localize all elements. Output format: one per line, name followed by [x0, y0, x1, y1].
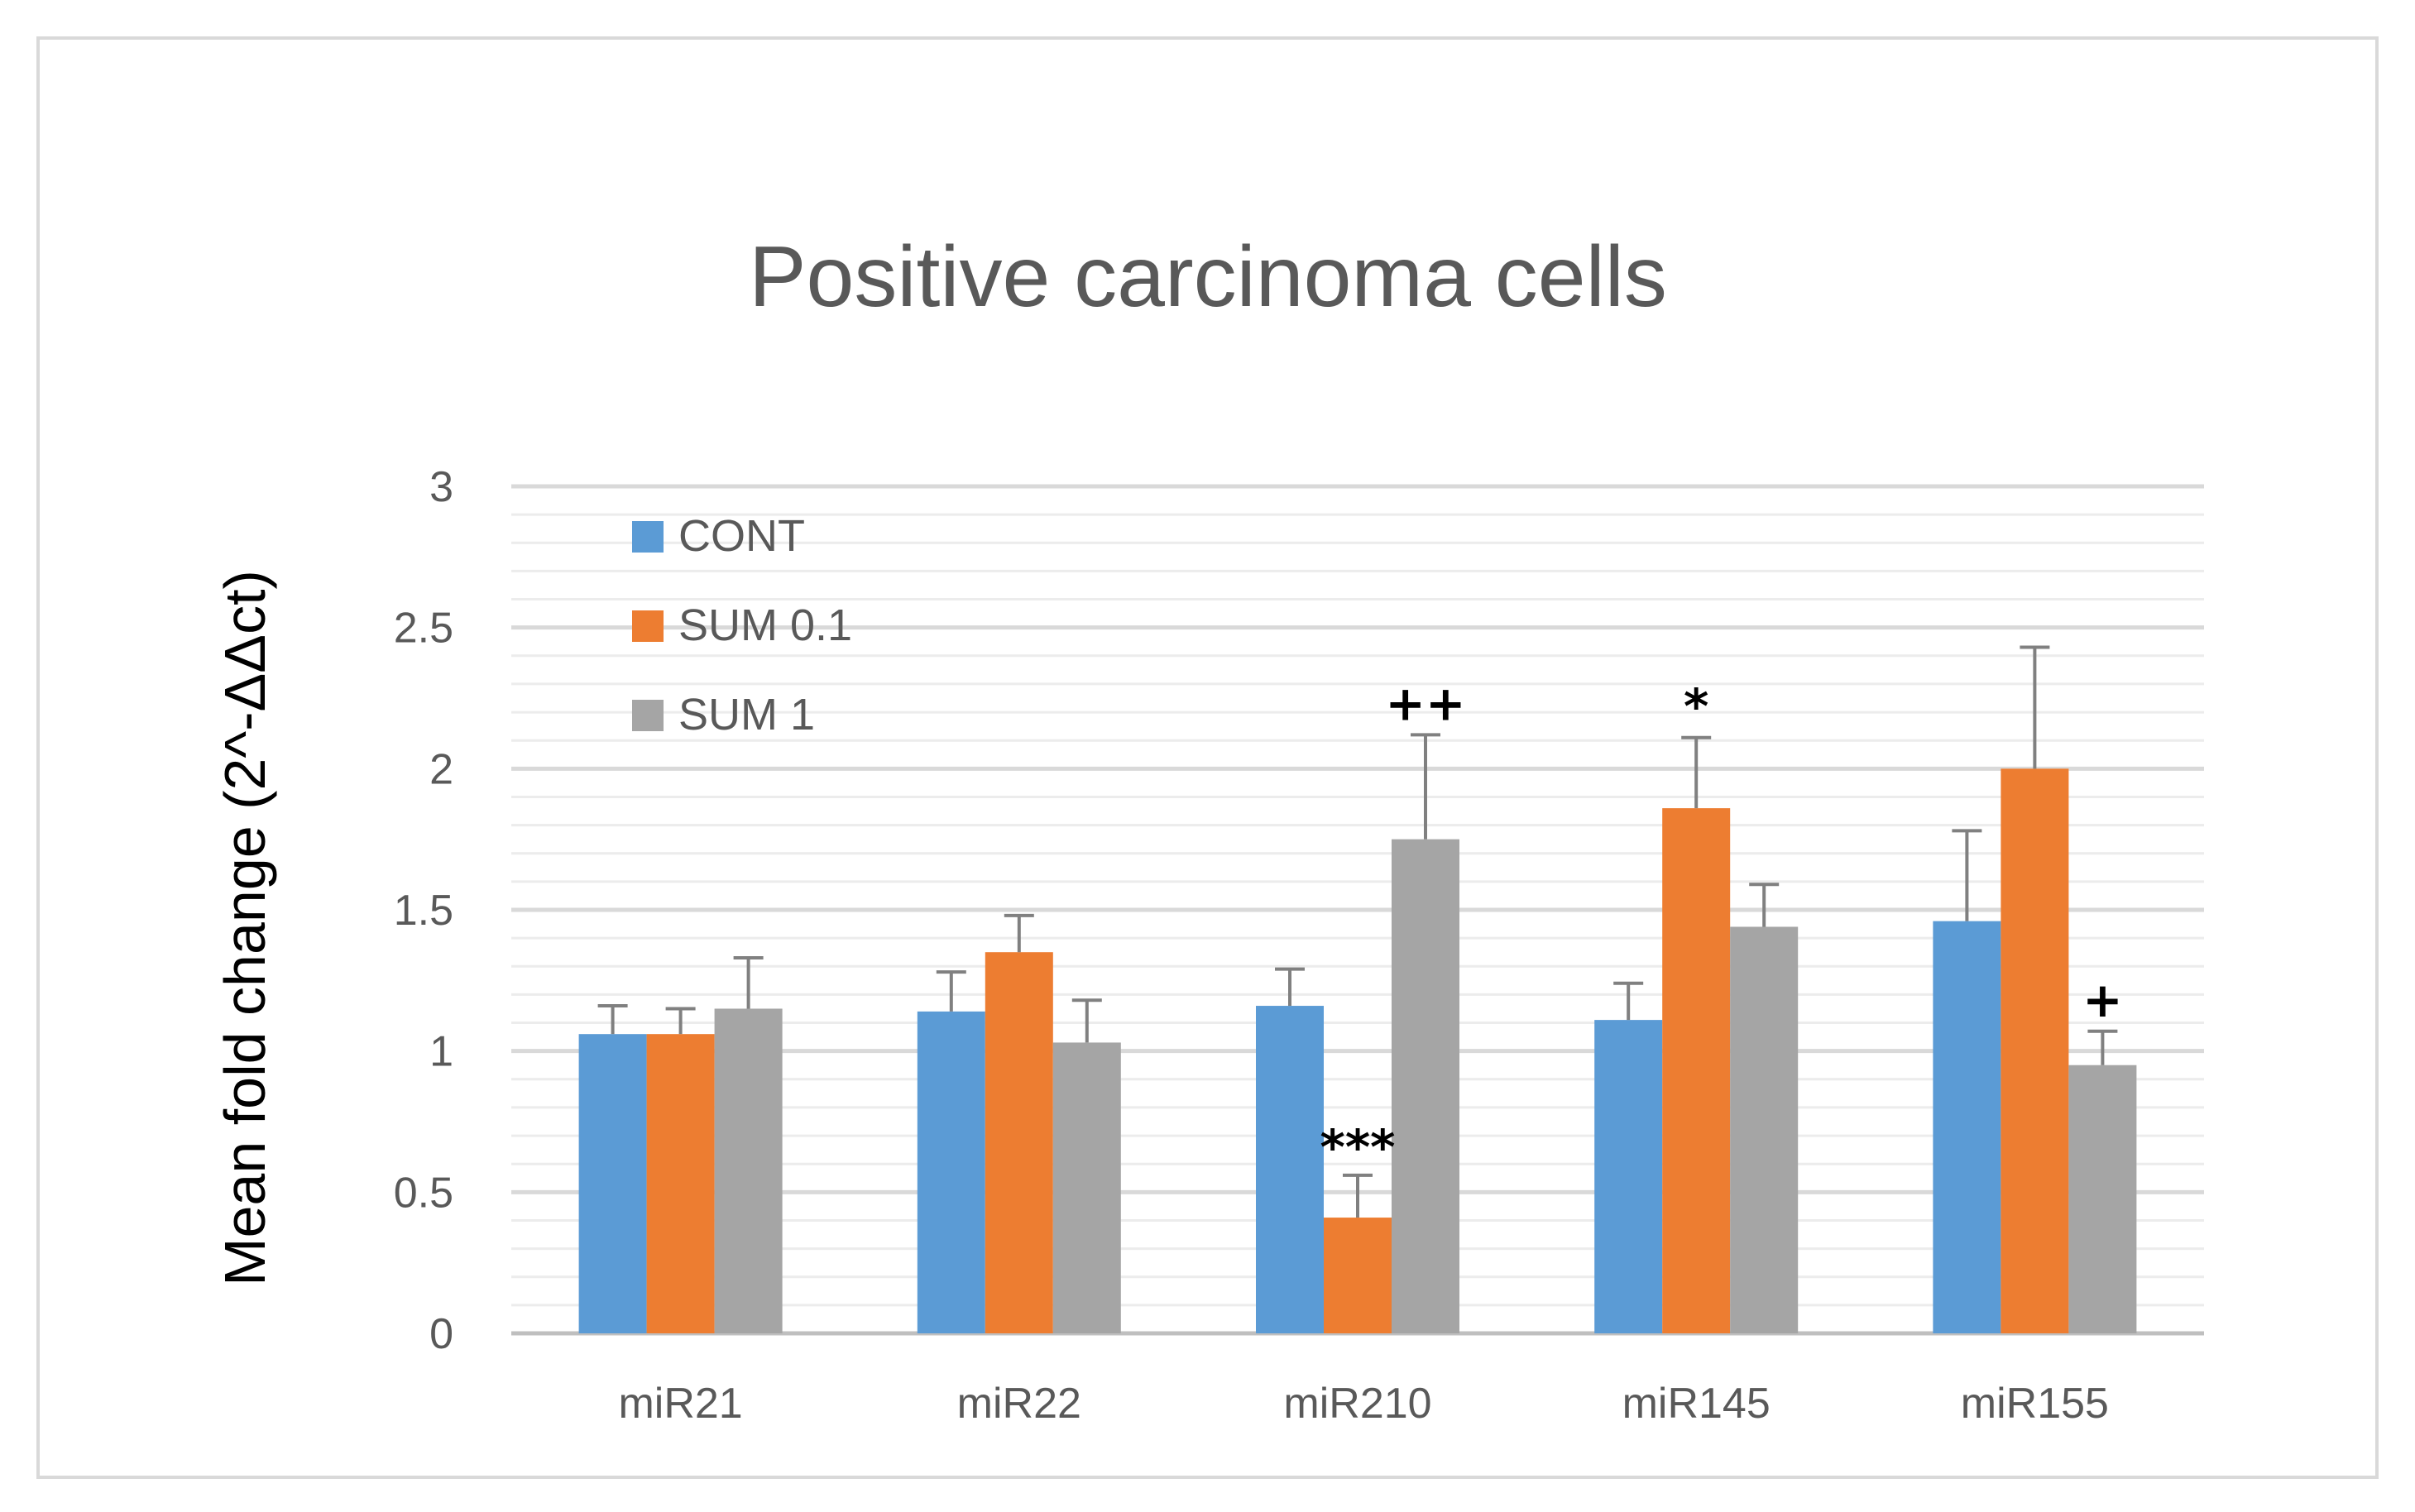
bar-miR22-SUM-1 [1052, 1042, 1121, 1333]
y-tick-label: 2.5 [394, 605, 453, 653]
y-tick-label: 0.5 [394, 1169, 453, 1217]
x-tick-label: miR210 [1283, 1380, 1431, 1428]
x-tick-label: miR22 [957, 1380, 1081, 1428]
y-tick-label: 0 [429, 1310, 453, 1358]
y-axis-label: Mean fold change (2^-ΔΔct) [213, 570, 277, 1286]
x-tick-label: miR145 [1622, 1380, 1771, 1428]
legend-label: CONT [678, 511, 805, 561]
x-tick-label: miR21 [618, 1380, 742, 1428]
y-tick-label: 1.5 [394, 887, 453, 935]
chart-title: Positive carcinoma cells [749, 229, 1667, 325]
bar-miR22-CONT [917, 1011, 985, 1333]
legend-swatch [632, 610, 664, 642]
bar-miR155-CONT [1933, 921, 2001, 1333]
significance-marker: ++ [1385, 675, 1465, 731]
significance-marker: * [1684, 678, 1708, 734]
bar-miR210-SUM-0.1 [1324, 1218, 1392, 1333]
bar-miR210-SUM-1 [1392, 839, 1459, 1333]
legend-label: SUM 1 [678, 690, 815, 739]
bar-miR155-SUM-1 [2068, 1065, 2137, 1333]
bar-miR145-SUM-0.1 [1662, 808, 1731, 1333]
significance-marker: + [2082, 972, 2123, 1028]
chart-frame: Positive carcinoma cells Mean fold chang… [36, 36, 2379, 1479]
bars [578, 768, 2137, 1333]
legend-swatch [632, 700, 664, 731]
bar-miR210-CONT [1256, 1006, 1324, 1333]
bar-miR145-CONT [1594, 1020, 1663, 1333]
y-tick-label: 3 [429, 463, 453, 511]
bar-miR21-SUM-1 [714, 1008, 783, 1333]
annotations: *** ++ * + [1320, 675, 2123, 1175]
bar-miR155-SUM-0.1 [2001, 768, 2069, 1333]
error-bars [597, 645, 2118, 1218]
y-tick-labels: 0 0.5 1 1.5 2 2.5 3 [394, 463, 453, 1358]
x-tick-labels: miR21 miR22 miR210 miR145 miR155 [618, 1380, 2109, 1428]
significance-marker: *** [1320, 1119, 1396, 1175]
bar-miR22-SUM-0.1 [985, 952, 1053, 1333]
legend-label: SUM 0.1 [678, 600, 852, 650]
bar-miR21-SUM-0.1 [646, 1034, 715, 1333]
y-tick-label: 1 [429, 1028, 453, 1076]
bar-miR145-SUM-1 [1730, 926, 1799, 1333]
legend: CONT SUM 0.1 SUM 1 [632, 511, 852, 739]
bar-chart: Positive carcinoma cells Mean fold chang… [213, 229, 2204, 1428]
bar-miR21-CONT [578, 1034, 647, 1333]
y-tick-label: 2 [429, 745, 453, 793]
legend-swatch [632, 521, 664, 553]
x-tick-label: miR155 [1961, 1380, 2109, 1428]
